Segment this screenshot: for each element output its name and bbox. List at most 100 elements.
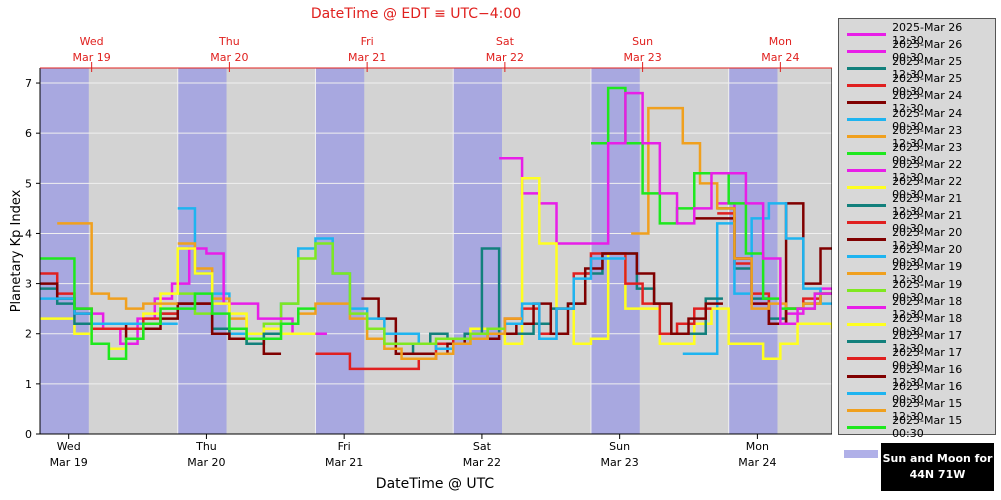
legend-label: 2025-Mar 18 00:30 [892,311,963,338]
legend-label: 2025-Mar 25 12:30 [892,55,963,82]
plot-background [40,68,832,434]
legend-label: 2025-Mar 22 12:30 [892,157,963,184]
top-tick-label-day: Fri [361,35,374,48]
sun-moon-label-line2: 44N 71W [909,468,966,481]
legend-label: 2025-Mar 16 12:30 [892,363,963,389]
y-tick-label: 6 [25,127,32,140]
legend-label: 2025-Mar 17 12:30 [892,328,963,355]
legend-label: 2025-Mar 24 12:30 [892,89,963,116]
series-line [57,222,178,310]
legend-swatch [847,408,887,412]
legend-swatch [847,83,887,87]
y-tick-label: 7 [25,77,32,90]
legend-swatch [847,186,887,190]
legend-swatch [847,374,887,378]
legend-swatch [847,32,887,36]
legend-item: 2025-Mar 15 12:30 [847,397,995,423]
legend-item: 2025-Mar 20 12:30 [847,226,995,252]
legend-label: 2025-Mar 25 00:30 [892,72,963,99]
x-tick-label-date: Mar 20 [187,456,225,469]
x-tick-label-day: Mon [746,440,769,453]
legend-label: 2025-Mar 16 00:30 [892,380,963,407]
legend-item: 2025-Mar 23 00:30 [847,141,995,167]
series-line [315,252,712,371]
legend-item: 2025-Mar 26 12:30 [847,21,995,47]
legend-item: 2025-Mar 22 12:30 [847,158,995,184]
legend-swatch [847,220,887,224]
legend-item: 2025-Mar 17 00:30 [847,346,995,372]
night-band [177,68,227,434]
top-tick-label-date: Mar 22 [486,51,524,64]
legend-label: 2025-Mar 21 12:30 [892,192,963,218]
legend: 2025-Mar 26 12:30 2025-Mar 26 00:30 2025-M… [838,18,996,440]
legend-item: 2025-Mar 22 00:30 [847,175,995,201]
legend-label: 2025-Mar 22 00:30 [892,174,963,201]
top-tick-label-day: Mon [769,35,792,48]
legend-label: 2025-Mar 15 12:30 [892,397,963,424]
x-axis-title: DateTime @ UTC [375,476,495,492]
legend-swatch [847,323,887,327]
legend-item: 2025-Mar 21 12:30 [847,192,995,218]
legend-swatch [847,237,887,241]
x-tick-label-date: Mar 24 [738,456,776,469]
top-tick-label-day: Sat [496,35,515,48]
y-tick-label: 3 [25,278,32,291]
x-tick-label-day: Fri [338,440,351,453]
series-line [499,91,832,325]
legend-item: 2025-Mar 24 00:30 [847,107,995,133]
y-tick-label: 0 [25,428,32,441]
night-band [728,68,778,434]
x-tick-label-day: Thu [195,440,217,453]
top-tick-label-date: Mar 19 [73,51,111,64]
legend-swatch [847,100,887,104]
legend-swatch [847,391,887,395]
night-band [315,68,365,434]
legend-swatch [847,152,887,156]
x-tick-label-date: Mar 23 [601,456,639,469]
moon-key-swatch [844,466,878,472]
legend-label: 2025-Mar 19 00:30 [892,277,963,304]
legend-item: 2025-Mar 21 00:30 [847,209,995,235]
night-band [590,68,640,434]
x-tick-label-date: Mar 19 [50,456,88,469]
y-axis-title: Planetary Kp Index [9,189,24,312]
night-band [453,68,502,434]
legend-item: 2025-Mar 26 00:30 [847,38,995,64]
legend-label: 2025-Mar 20 12:30 [892,226,963,253]
legend-swatch [847,306,887,310]
legend-item: 2025-Mar 20 00:30 [847,243,995,269]
top-tick-label-date: Mar 21 [348,51,386,64]
legend-label: 2025-Mar 24 00:30 [892,106,963,133]
legend-swatch [847,425,887,429]
legend-item: 2025-Mar 24 12:30 [847,89,995,115]
legend-item: 2025-Mar 25 12:30 [847,55,995,81]
legend-swatch [847,169,887,173]
y-tick-label: 1 [25,378,32,391]
legend-swatch [847,340,887,344]
x-tick-label-date: Mar 21 [325,456,363,469]
night-band [40,68,89,434]
top-tick-label-day: Thu [218,35,240,48]
x-tick-label-day: Sat [473,440,492,453]
top-tick-label-date: Mar 20 [210,51,248,64]
legend-item: 2025-Mar 23 12:30 [847,124,995,150]
legend-label: 2025-Mar 26 00:30 [892,38,963,65]
legend-item: 2025-Mar 18 00:30 [847,312,995,338]
y-tick-label: 2 [25,328,32,341]
legend-swatch [847,203,887,207]
top-tick-label-day: Wed [80,35,104,48]
x-tick-label-date: Mar 22 [463,456,501,469]
legend-item: 2025-Mar 17 12:30 [847,329,995,355]
series-line [682,202,832,356]
legend-label: 2025-Mar 21 00:30 [892,209,963,236]
y-tick-label: 4 [25,227,32,240]
legend-item: 2025-Mar 19 00:30 [847,278,995,304]
legend-label: 2025-Mar 23 00:30 [892,140,963,167]
legend-item: 2025-Mar 15 00:30 [847,414,995,440]
legend-swatch [847,254,887,258]
series-line [40,257,316,361]
legend-item: 2025-Mar 19 12:30 [847,260,995,286]
legend-label: 2025-Mar 17 00:30 [892,345,963,372]
legend-label: 2025-Mar 18 12:30 [892,294,963,321]
series-line [361,252,723,356]
